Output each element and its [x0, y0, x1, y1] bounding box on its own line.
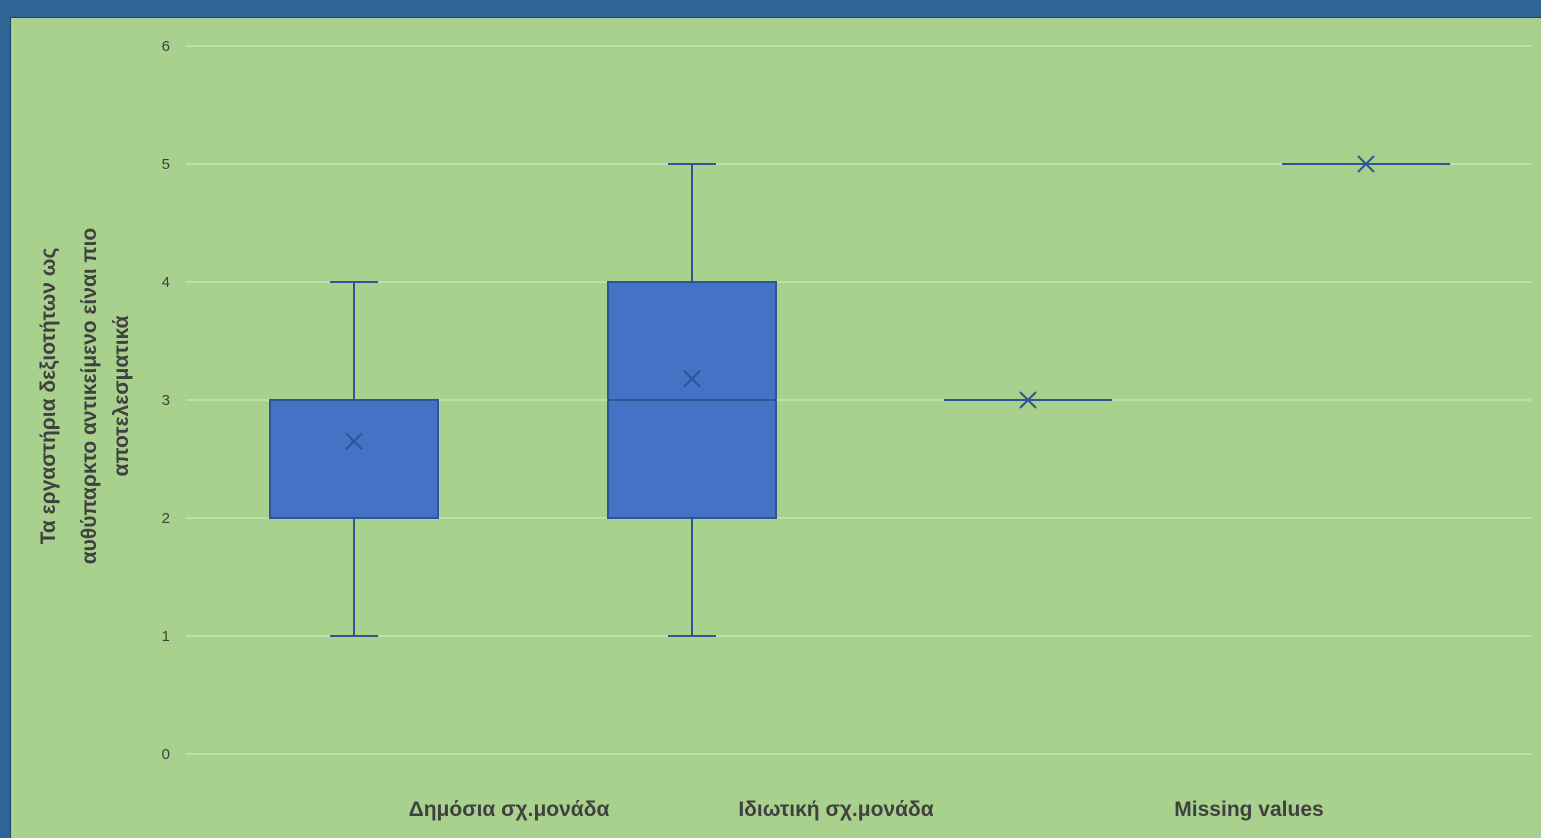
x-axis-categories: Δημόσια σχ.μονάδα Ιδιωτική σχ.μονάδα Missi… [409, 798, 1324, 821]
x-category-label: Ιδιωτική σχ.μονάδα [738, 798, 933, 821]
box-1 [269, 281, 439, 637]
mean-marker [345, 432, 363, 451]
y-tick-label: 0 [162, 746, 170, 763]
y-axis-title: Τα εργαστήρια δεξιοτήτων ως αυθύπαρκτο α… [37, 228, 133, 565]
y-tick-label: 1 [162, 628, 170, 645]
mean-marker [683, 370, 701, 388]
y-tick-label: 5 [162, 156, 170, 173]
y-axis-title-line-1: Τα εργαστήρια δεξιοτήτων ως [37, 248, 60, 545]
y-axis-title-line-3: αποτελεσματικά [110, 315, 133, 476]
y-tick-label: 4 [162, 274, 170, 291]
x-category-label: Missing values [1174, 798, 1323, 821]
y-tick-label: 6 [162, 38, 170, 55]
mean-marker [1357, 155, 1375, 173]
iqr-box [269, 399, 439, 519]
box-2 [607, 163, 777, 637]
y-axis-title-line-2: αυθύπαρκτο αντικείμενο είναι πιο [78, 228, 101, 565]
box-3 [944, 391, 1112, 409]
x-category-label: Δημόσια σχ.μονάδα [409, 798, 610, 821]
boxes [269, 155, 1450, 637]
y-axis-ticks: 0 1 2 3 4 5 6 [162, 38, 170, 763]
y-tick-label: 2 [162, 510, 170, 527]
gridlines [186, 45, 1531, 755]
box-4 [1282, 155, 1450, 173]
mean-marker [1019, 391, 1037, 409]
y-tick-label: 3 [162, 392, 170, 409]
